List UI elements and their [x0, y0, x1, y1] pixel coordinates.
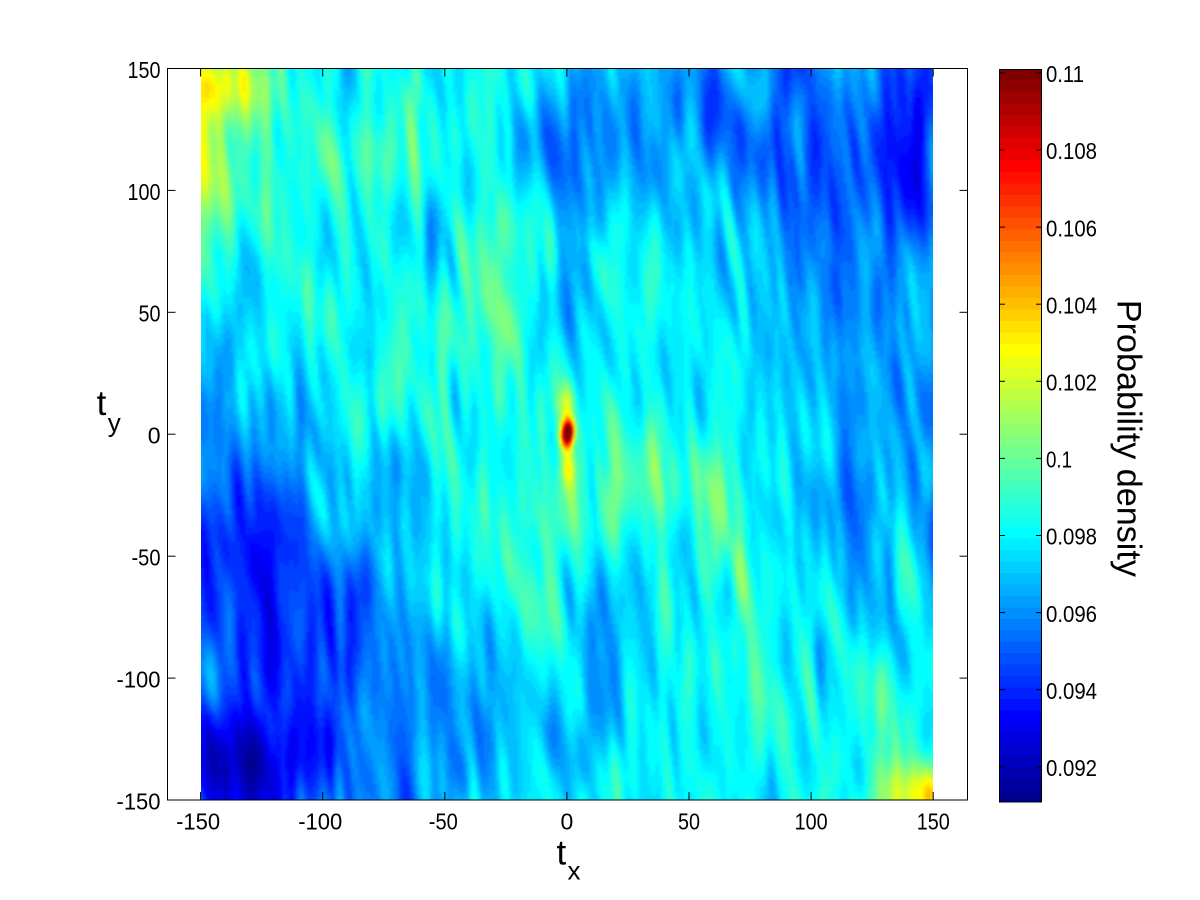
svg-text:0.1: 0.1	[1046, 447, 1072, 473]
svg-text:-50: -50	[429, 809, 458, 835]
svg-text:-100: -100	[117, 667, 161, 693]
svg-text:t: t	[97, 384, 107, 423]
svg-text:0.092: 0.092	[1046, 755, 1097, 781]
svg-text:-50: -50	[132, 545, 161, 571]
svg-text:100: 100	[795, 809, 828, 835]
svg-text:50: 50	[678, 809, 700, 835]
svg-text:-100: -100	[298, 809, 342, 835]
svg-text:0.094: 0.094	[1046, 678, 1097, 704]
svg-text:0: 0	[148, 423, 161, 449]
svg-text:0.106: 0.106	[1046, 215, 1097, 241]
svg-text:0.108: 0.108	[1046, 138, 1097, 164]
svg-text:0.11: 0.11	[1046, 61, 1084, 87]
svg-text:0.098: 0.098	[1046, 524, 1097, 550]
svg-text:0.096: 0.096	[1046, 601, 1097, 627]
svg-text:50: 50	[139, 301, 161, 327]
svg-text:0: 0	[561, 809, 574, 835]
svg-text:-150: -150	[117, 788, 161, 814]
svg-text:150: 150	[128, 57, 161, 83]
svg-text:x: x	[568, 856, 581, 886]
svg-text:y: y	[108, 408, 121, 438]
svg-text:100: 100	[128, 179, 161, 205]
svg-text:0.102: 0.102	[1046, 370, 1097, 396]
svg-text:-150: -150	[176, 809, 220, 835]
svg-text:Probability density: Probability density	[1109, 300, 1147, 577]
svg-text:t: t	[557, 833, 567, 872]
svg-text:0.104: 0.104	[1046, 292, 1097, 318]
svg-text:150: 150	[917, 809, 950, 835]
